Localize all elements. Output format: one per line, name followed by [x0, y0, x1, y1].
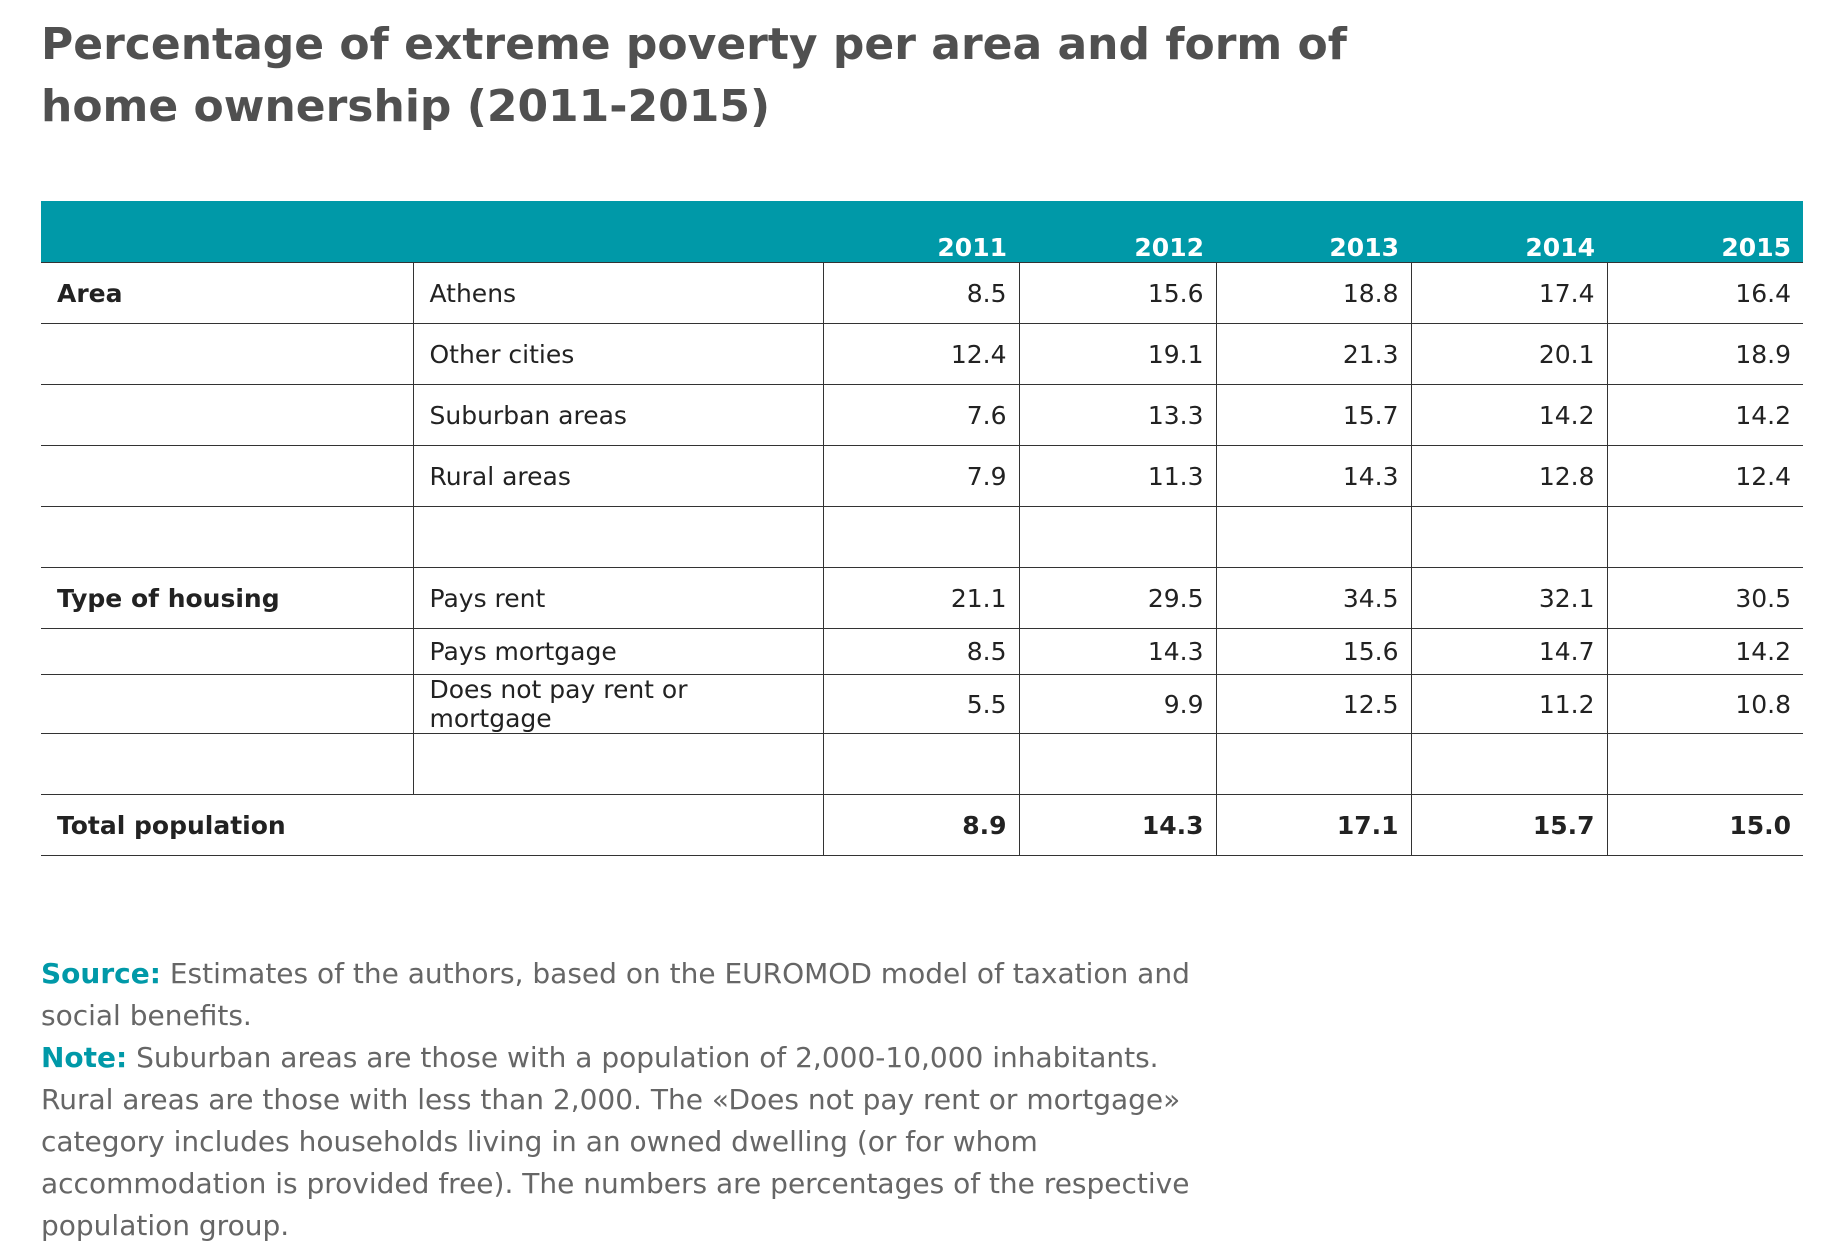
- value-cell: 14.2: [1410, 384, 1607, 446]
- row: Suburban areas 7.6 13.3 15.7 14.2 14.2: [41, 384, 1803, 446]
- cell: [1215, 506, 1411, 568]
- value-cell: 15.7: [1215, 384, 1411, 446]
- header-row: 2011 2012 2013 2014 2015: [41, 201, 1803, 263]
- header-cell: 2013: [1216, 201, 1411, 263]
- cell: [822, 733, 1019, 795]
- total-label: Total population: [41, 794, 823, 856]
- total-value: 8.9: [822, 794, 1019, 856]
- value-cell: 9.9: [1018, 674, 1216, 734]
- value-cell: 20.1: [1410, 323, 1607, 385]
- empty-row: [41, 733, 1803, 795]
- row-label: Rural areas: [412, 445, 823, 507]
- total-value: 15.0: [1606, 794, 1803, 856]
- row: Pays mortgage 8.5 14.3 15.6 14.7 14.2: [41, 628, 1803, 675]
- cell: [41, 628, 413, 675]
- value-cell: 29.5: [1018, 567, 1216, 629]
- value-cell: 14.3: [1018, 628, 1216, 675]
- cell: [41, 506, 413, 568]
- value-cell: 15.6: [1018, 262, 1216, 324]
- value-cell: 12.8: [1410, 445, 1607, 507]
- group-label: Type of housing: [41, 567, 413, 629]
- total-value: 15.7: [1410, 794, 1607, 856]
- value-cell: 14.7: [1410, 628, 1607, 675]
- cell: [412, 506, 823, 568]
- row: Rural areas 7.9 11.3 14.3 12.8 12.4: [41, 445, 1803, 507]
- value-cell: 21.1: [822, 567, 1019, 629]
- header-cell: [413, 201, 823, 263]
- value-cell: 11.2: [1410, 674, 1607, 734]
- value-cell: 7.9: [822, 445, 1019, 507]
- value-cell: 12.4: [822, 323, 1019, 385]
- row-label: Pays rent: [412, 567, 823, 629]
- title: Percentage of extreme poverty per area a…: [41, 19, 1347, 132]
- header-cell: 2011: [823, 201, 1019, 263]
- total-value: 17.1: [1215, 794, 1411, 856]
- total-row: Total population 8.9 14.3 17.1 15.7 15.0: [41, 794, 1803, 856]
- value-cell: 14.3: [1215, 445, 1411, 507]
- data-table: 2011 2012 2013 2014 2015 Area Athens 8.5 15.6 18…: [41, 201, 1803, 856]
- cell: [822, 506, 1019, 568]
- value-cell: 21.3: [1215, 323, 1411, 385]
- cell: [41, 445, 413, 507]
- cell: [1606, 506, 1803, 568]
- cell: [1410, 733, 1607, 795]
- cell: [412, 733, 823, 795]
- header-cell: [41, 201, 413, 263]
- cell: [41, 384, 413, 446]
- cell: [41, 323, 413, 385]
- note-text: Suburban areas are those with a populati…: [41, 1041, 1190, 1242]
- row: Type of housing Pays rent 21.1 29.5 34.5 32.1…: [41, 567, 1803, 629]
- value-cell: 15.6: [1215, 628, 1411, 675]
- row-label: Athens: [412, 262, 823, 324]
- value-cell: 8.5: [822, 628, 1019, 675]
- value-cell: 12.4: [1606, 445, 1803, 507]
- row-label: Suburban areas: [412, 384, 823, 446]
- value-cell: 17.4: [1410, 262, 1607, 324]
- cell: [1215, 733, 1411, 795]
- row-label: Other cities: [412, 323, 823, 385]
- value-cell: 5.5: [822, 674, 1019, 734]
- cell: [1018, 733, 1216, 795]
- total-value: 14.3: [1018, 794, 1216, 856]
- cell: [1018, 506, 1216, 568]
- value-cell: 34.5: [1215, 567, 1411, 629]
- value-cell: 30.5: [1606, 567, 1803, 629]
- value-cell: 32.1: [1410, 567, 1607, 629]
- row-label: Does not pay rent or mortgage: [412, 674, 823, 734]
- value-cell: 18.8: [1215, 262, 1411, 324]
- group-label: Area: [41, 262, 413, 324]
- note-label: Note:: [41, 1041, 128, 1074]
- page: Percentage of extreme poverty per area a…: [41, 19, 1803, 1242]
- value-cell: 11.3: [1018, 445, 1216, 507]
- cell: [1410, 506, 1607, 568]
- value-cell: 14.2: [1606, 628, 1803, 675]
- row: Other cities 12.4 19.1 21.3 20.1 18.9: [41, 323, 1803, 385]
- value-cell: 10.8: [1606, 674, 1803, 734]
- cell: [1606, 733, 1803, 795]
- cell: [41, 733, 413, 795]
- value-cell: 16.4: [1606, 262, 1803, 324]
- value-cell: 12.5: [1215, 674, 1411, 734]
- value-cell: 18.9: [1606, 323, 1803, 385]
- empty-row: [41, 506, 1803, 568]
- header-cell: 2015: [1607, 201, 1803, 263]
- row: Area Athens 8.5 15.6 18.8 17.4 16.4: [41, 262, 1803, 324]
- note: Note: Suburban areas are those with a po…: [41, 1037, 1231, 1247]
- header-cell: 2012: [1019, 201, 1216, 263]
- source: Source: Estimates of the authors, based …: [41, 953, 1231, 1037]
- table-body: Area Athens 8.5 15.6 18.8 17.4 16.4 Other citie…: [41, 262, 1803, 856]
- value-cell: 8.5: [822, 262, 1019, 324]
- row-label: Pays mortgage: [412, 628, 823, 675]
- cell: [41, 674, 413, 734]
- value-cell: 14.2: [1606, 384, 1803, 446]
- header-cell: 2014: [1411, 201, 1607, 263]
- source-text: Estimates of the authors, based on the E…: [41, 957, 1190, 1032]
- source-label: Source:: [41, 957, 161, 990]
- notes: Source: Estimates of the authors, based …: [41, 953, 1231, 1247]
- value-cell: 19.1: [1018, 323, 1216, 385]
- value-cell: 7.6: [822, 384, 1019, 446]
- row: Does not pay rent or mortgage 5.5 9.9 12.5 1…: [41, 674, 1803, 734]
- value-cell: 13.3: [1018, 384, 1216, 446]
